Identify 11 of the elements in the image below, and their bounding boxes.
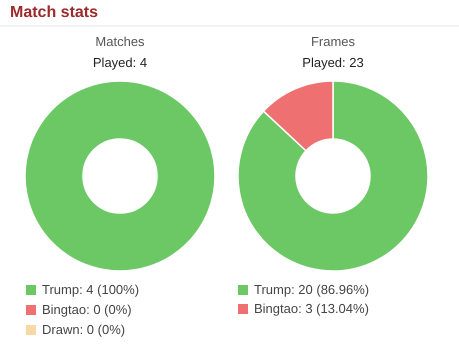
legend-label: Trump: 20 (86.96%): [254, 282, 370, 297]
chart-subtitle: Played: 23: [302, 55, 364, 70]
donut-slice: [237, 80, 429, 272]
legend-label: Bingtao: 0 (0%): [42, 302, 132, 317]
text: Match stats: [10, 4, 98, 21]
legend-label: Bingtao: 3 (13.04%): [254, 301, 369, 316]
legend-label: Drawn: 0 (0%): [42, 322, 126, 337]
chart-title: Matches: [95, 34, 146, 49]
chart-subtitle: Played: 4: [92, 55, 148, 70]
legend-label: Trump: 4 (100%): [42, 282, 140, 297]
chart-title: Frames: [310, 34, 356, 49]
